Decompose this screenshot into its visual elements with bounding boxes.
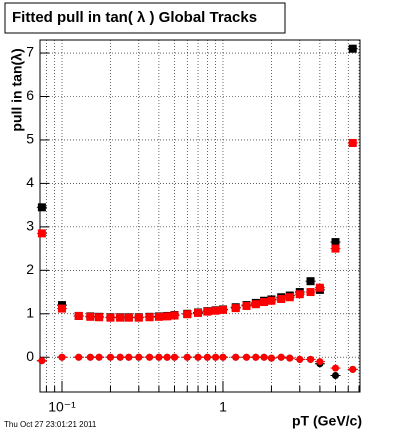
marker [331, 371, 339, 379]
marker [315, 283, 324, 292]
marker [203, 307, 212, 316]
y-tick-label: 5 [26, 131, 34, 147]
marker [37, 203, 46, 212]
y-tick-label: 1 [26, 304, 34, 320]
marker [203, 353, 211, 361]
marker [219, 353, 227, 361]
marker [75, 353, 83, 361]
plot-frame [39, 39, 361, 393]
marker [170, 311, 179, 320]
marker [232, 353, 240, 361]
marker [163, 353, 171, 361]
marker [267, 296, 276, 305]
y-tick-label: 4 [26, 174, 34, 190]
marker [251, 300, 260, 309]
y-tick-label: 0 [26, 348, 34, 364]
marker [306, 288, 315, 297]
marker [242, 353, 250, 361]
marker [86, 353, 94, 361]
marker [134, 313, 143, 322]
marker [116, 353, 124, 361]
marker [331, 244, 340, 253]
marker [146, 353, 154, 361]
marker [106, 353, 114, 361]
marker [183, 353, 191, 361]
marker [116, 313, 125, 322]
x-axis-label: pT (GeV/c) [292, 413, 362, 429]
marker [331, 238, 340, 247]
marker [307, 355, 315, 363]
marker [106, 313, 115, 322]
marker [95, 313, 104, 322]
marker [212, 353, 220, 361]
marker [260, 353, 268, 361]
marker [331, 364, 339, 372]
marker [145, 313, 154, 322]
marker [155, 353, 163, 361]
marker [211, 306, 220, 315]
footer: Thu Oct 27 23:01:21 2011 [4, 420, 97, 429]
marker [277, 295, 286, 304]
marker [194, 353, 202, 361]
marker [183, 310, 192, 319]
marker [277, 353, 285, 361]
marker [58, 353, 66, 361]
marker [58, 304, 67, 313]
y-tick-label: 2 [26, 261, 34, 277]
marker [348, 44, 357, 53]
marker [316, 358, 324, 366]
marker [267, 354, 275, 362]
marker [124, 313, 133, 322]
marker [86, 312, 95, 321]
x-tick-label: 1 [219, 399, 227, 415]
marker [242, 301, 251, 310]
marker [38, 357, 46, 365]
x-tick-label: 10⁻¹ [48, 399, 76, 415]
marker [252, 353, 260, 361]
y-tick-label: 3 [26, 218, 34, 234]
marker [218, 305, 227, 314]
marker [163, 312, 172, 321]
title-box [4, 2, 286, 34]
marker [349, 365, 357, 373]
marker [286, 354, 294, 362]
marker [154, 312, 163, 321]
marker [306, 277, 315, 286]
marker [125, 353, 133, 361]
y-axis-label: pull in tan(λ) [9, 48, 25, 131]
y-tick-label: 6 [26, 87, 34, 103]
marker [194, 308, 203, 317]
marker [95, 353, 103, 361]
marker [135, 353, 143, 361]
marker [348, 138, 357, 147]
y-tick-label: 7 [26, 44, 34, 60]
marker [37, 229, 46, 238]
marker [260, 298, 269, 307]
marker [295, 290, 304, 299]
marker [296, 355, 304, 363]
marker [171, 353, 179, 361]
marker [231, 304, 240, 313]
chart-title: Fitted pull in tan( λ ) Global Tracks [12, 9, 257, 26]
marker [285, 293, 294, 302]
marker [74, 311, 83, 320]
